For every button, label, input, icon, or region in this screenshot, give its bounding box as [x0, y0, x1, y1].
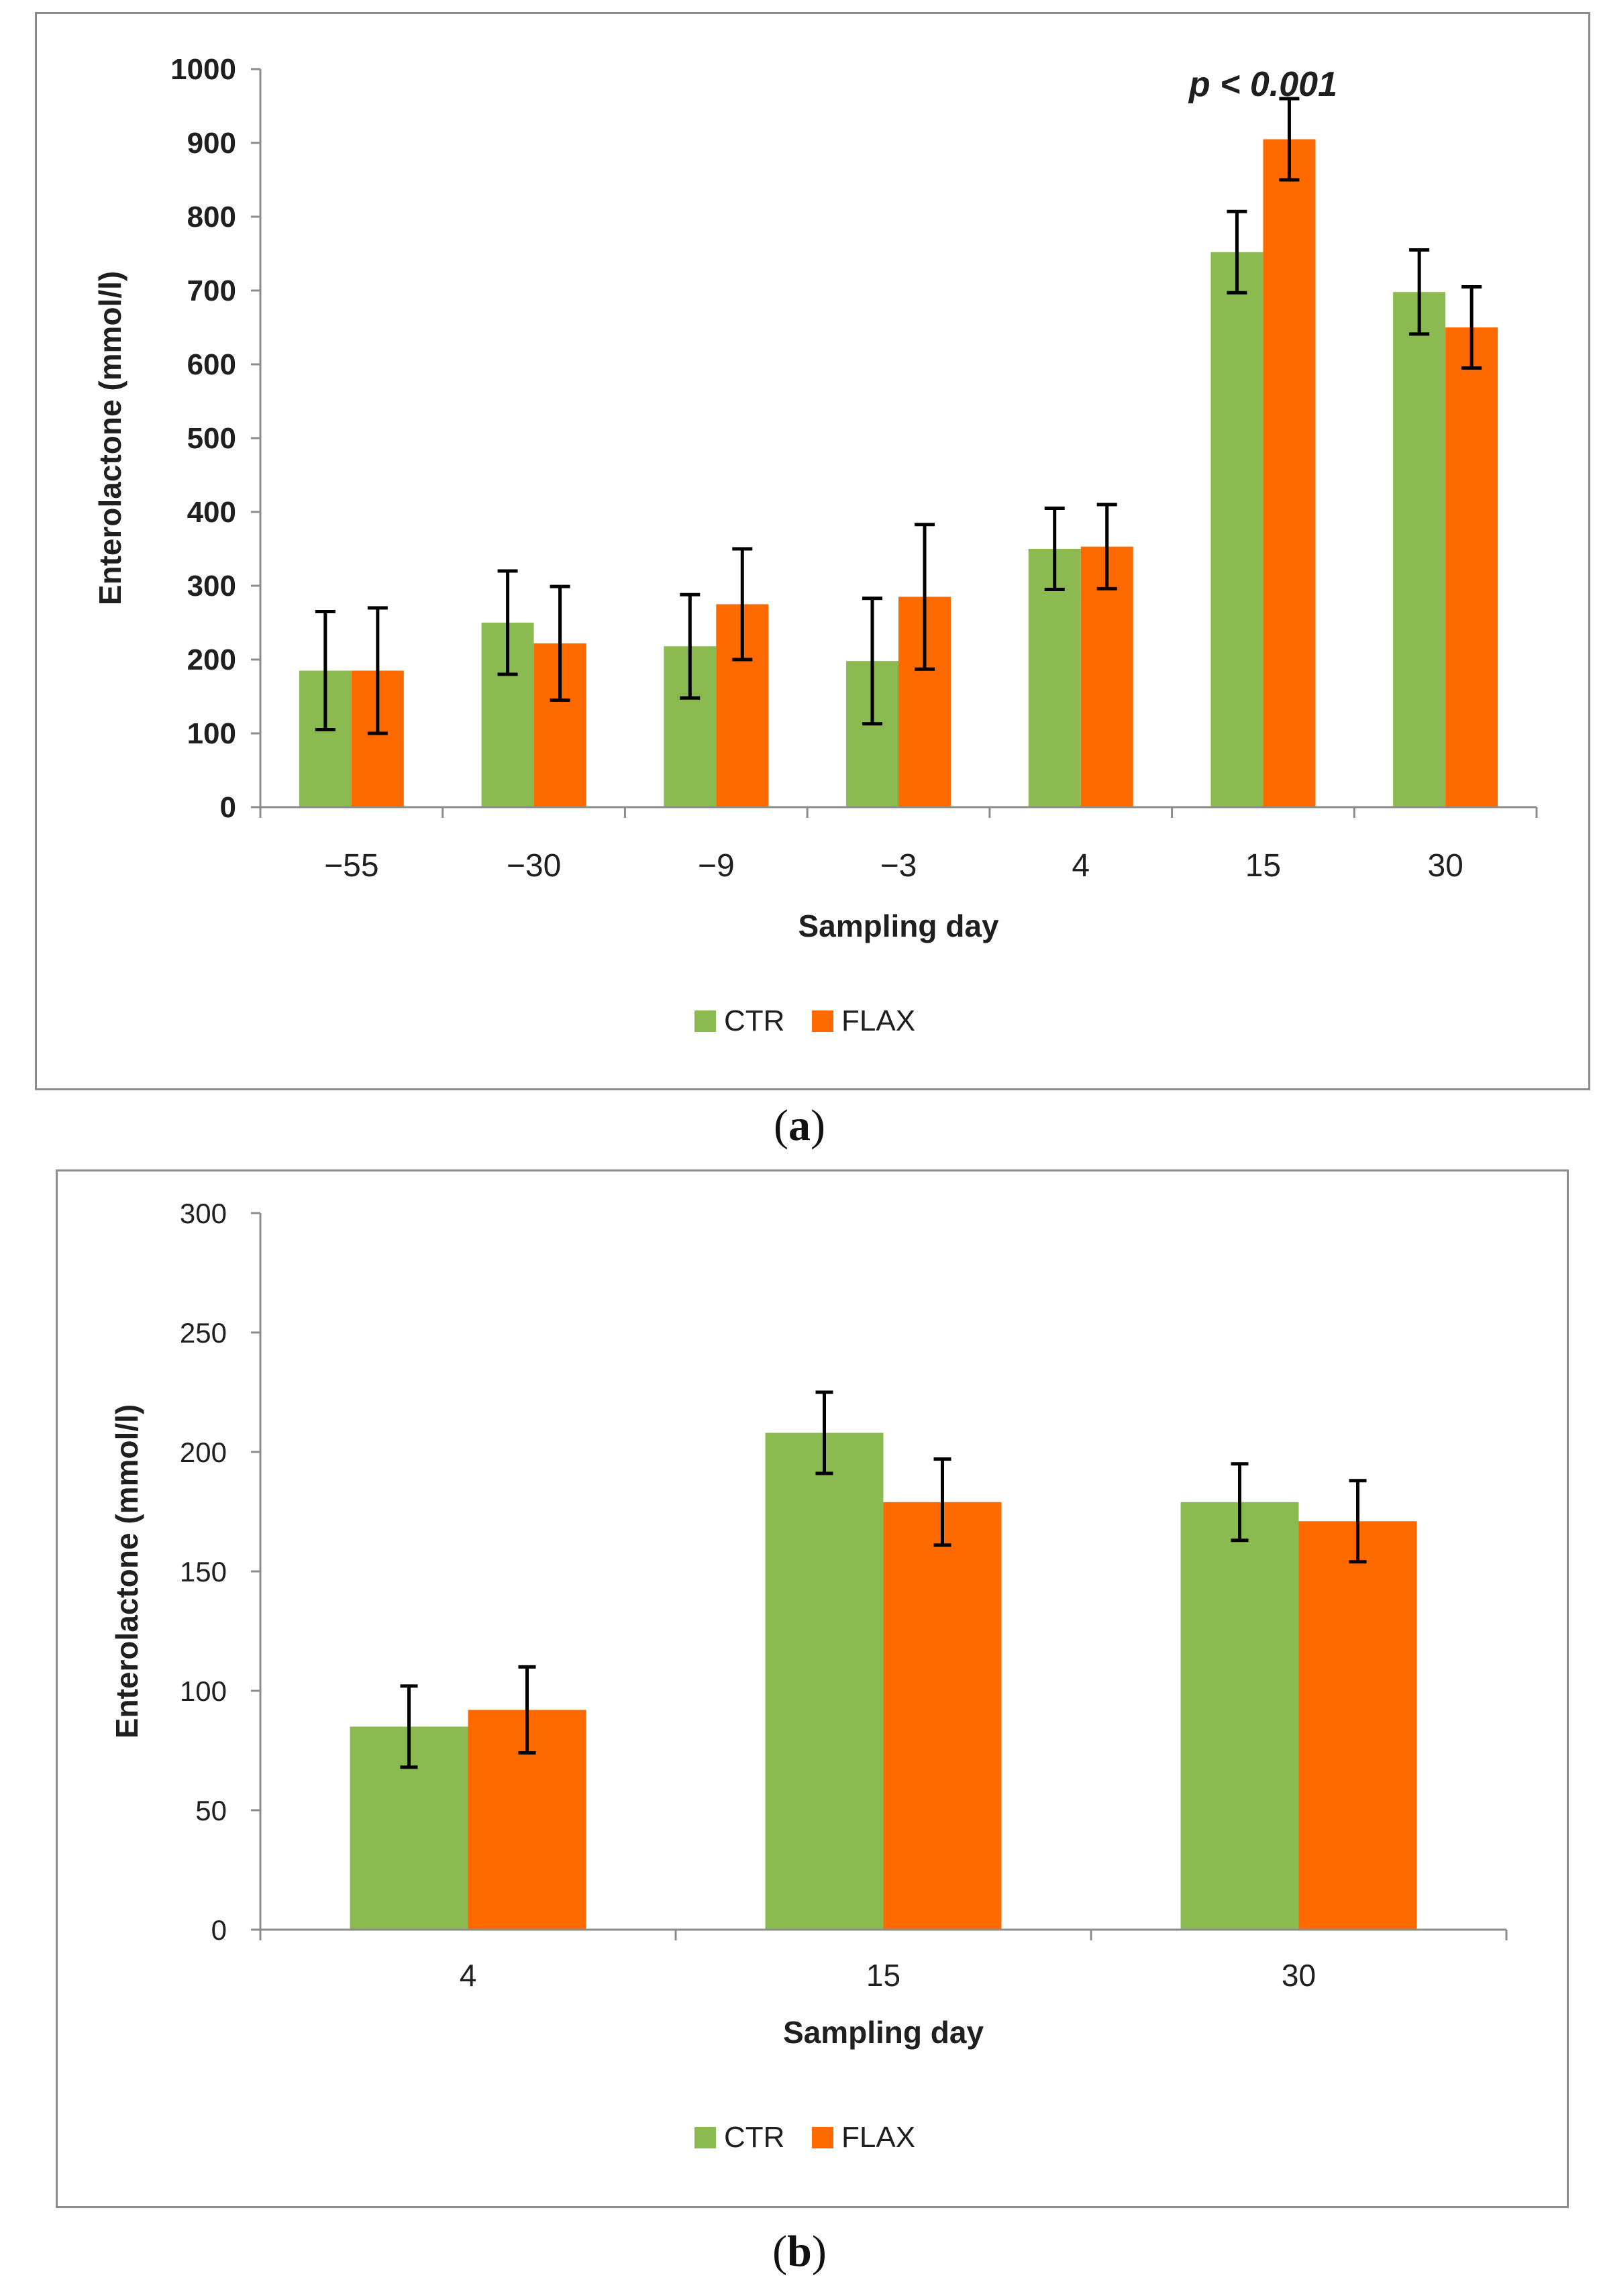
y-tick-label-a-7: 700	[187, 274, 236, 307]
y-tick-label-a-1: 100	[187, 717, 236, 750]
bar-a-flax-6	[1445, 327, 1498, 807]
y-tick-label-b-5: 250	[180, 1317, 227, 1349]
y-tick-label-b-4: 200	[180, 1437, 227, 1468]
y-tick-label-b-2: 100	[180, 1675, 227, 1707]
x-tick-label-a-0: −55	[324, 848, 378, 884]
x-tick-label-a-1: −30	[507, 848, 561, 884]
legend-label-b-ctr: CTR	[724, 2121, 784, 2154]
y-tick-label-a-4: 400	[187, 496, 236, 529]
y-tick-label-b-3: 150	[180, 1556, 227, 1587]
x-axis-label-b: Sampling day	[783, 2015, 984, 2050]
y-axis-label-b: Enterolactone (mmol/l)	[109, 1404, 144, 1738]
y-tick-label-a-6: 600	[187, 348, 236, 381]
bar-a-ctr-6	[1393, 292, 1446, 807]
x-tick-label-b-2: 30	[1282, 1958, 1316, 1993]
x-tick-label-a-2: −9	[698, 848, 735, 884]
bar-b-ctr-1	[765, 1432, 884, 1930]
y-tick-label-a-0: 0	[220, 791, 236, 824]
panel-caption-b: (b)	[772, 2227, 827, 2276]
legend-label-b-flax: FLAX	[841, 2121, 915, 2154]
x-tick-label-a-6: 30	[1427, 848, 1463, 884]
legend-swatch-a-ctr	[694, 1010, 716, 1032]
legend-swatch-a-flax	[812, 1010, 833, 1032]
panel-label-b: b	[787, 2227, 812, 2276]
y-tick-label-a-9: 900	[187, 127, 236, 160]
panel-label-a: a	[788, 1101, 811, 1150]
bar-b-ctr-2	[1180, 1502, 1299, 1930]
y-tick-label-b-6: 300	[180, 1198, 227, 1229]
legend-swatch-b-ctr	[694, 2127, 716, 2148]
panel-caption-a: (a)	[774, 1101, 825, 1150]
x-tick-label-a-3: −3	[880, 848, 917, 884]
y-tick-label-a-2: 200	[187, 643, 236, 676]
y-tick-label-a-10: 1000	[170, 53, 236, 86]
y-tick-label-a-8: 800	[187, 201, 236, 233]
x-tick-label-b-1: 15	[866, 1958, 900, 1993]
bar-a-ctr-4	[1028, 549, 1081, 807]
legend-swatch-b-flax	[812, 2127, 833, 2148]
bar-a-flax-5	[1263, 139, 1316, 807]
chart-panel-a	[35, 12, 1590, 1090]
legend-label-a-ctr: CTR	[724, 1004, 784, 1037]
bar-b-flax-1	[883, 1502, 1002, 1930]
y-tick-label-b-1: 50	[195, 1795, 227, 1826]
x-tick-label-a-5: 15	[1245, 848, 1281, 884]
x-tick-label-b-0: 4	[460, 1958, 477, 1993]
bar-b-flax-2	[1298, 1521, 1417, 1930]
legend-label-a-flax: FLAX	[841, 1004, 915, 1037]
y-axis-label-a: Enterolactone (mmol/l)	[93, 271, 127, 605]
x-tick-label-a-4: 4	[1072, 848, 1090, 884]
bar-a-ctr-5	[1210, 252, 1263, 807]
significance-annotation-a: p < 0.001	[1188, 65, 1337, 104]
y-tick-label-b-0: 0	[211, 1914, 227, 1946]
y-tick-label-a-3: 300	[187, 570, 236, 603]
y-tick-label-a-5: 500	[187, 422, 236, 455]
x-axis-label-a: Sampling day	[798, 908, 998, 943]
